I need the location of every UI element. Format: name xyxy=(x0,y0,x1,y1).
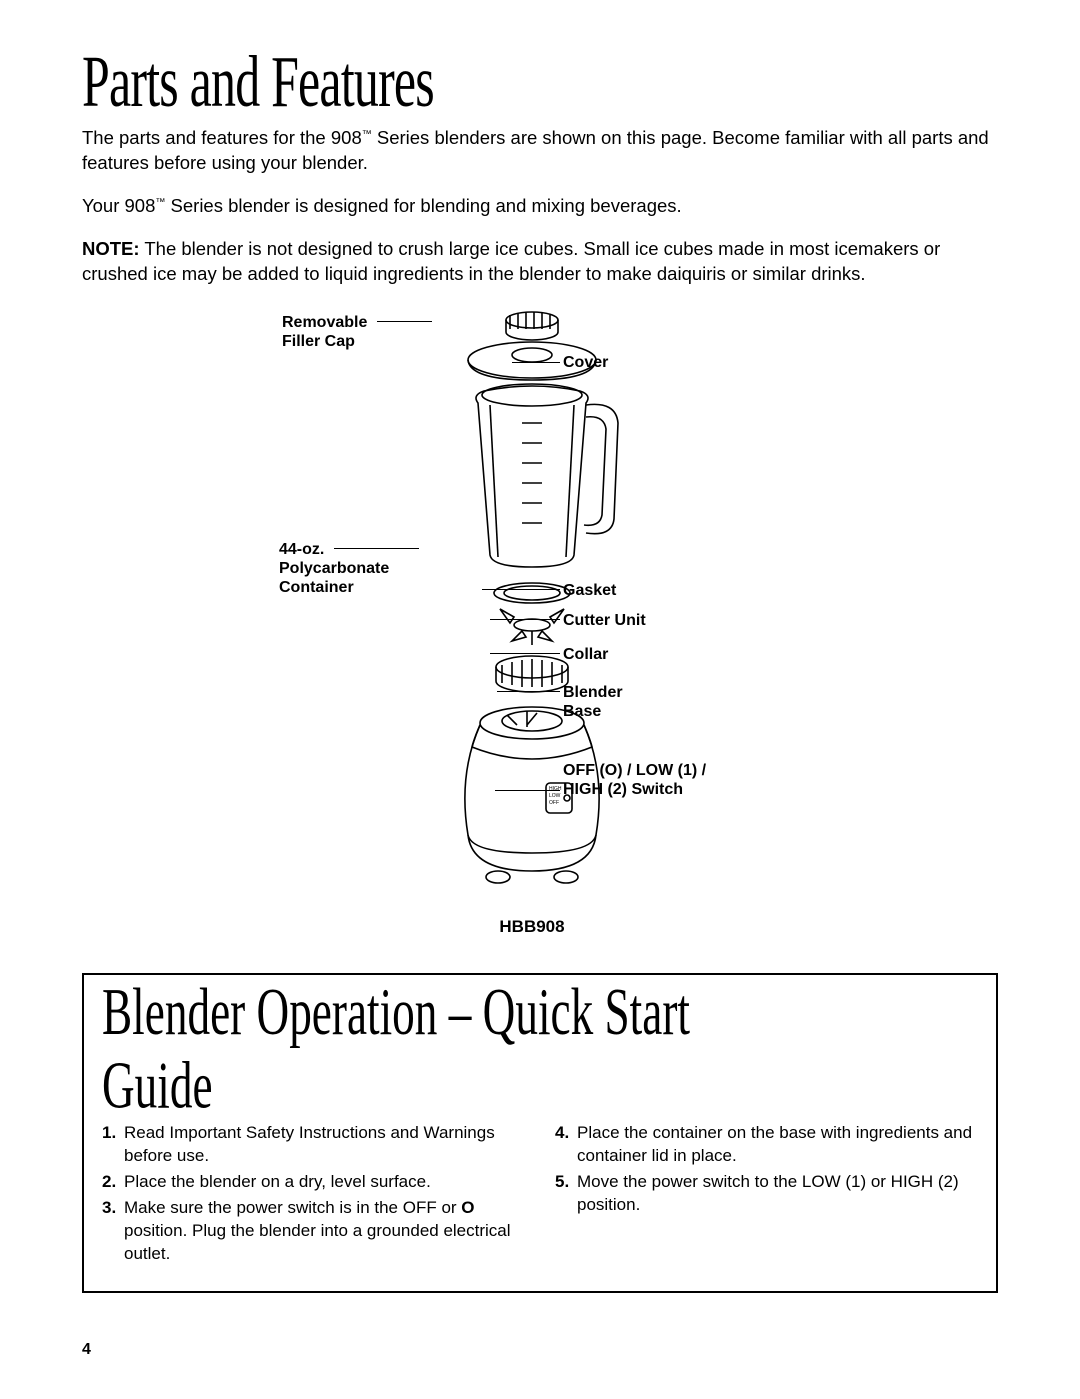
tm-2: ™ xyxy=(155,197,165,208)
step-1: 1. Read Important Safety Instructions an… xyxy=(102,1122,525,1168)
tm-1: ™ xyxy=(362,129,372,140)
steps-left-column: 1. Read Important Safety Instructions an… xyxy=(102,1122,525,1269)
step-5: 5. Move the power switch to the LOW (1) … xyxy=(555,1171,978,1217)
note-label: NOTE: xyxy=(82,238,140,259)
svg-text:HIGH: HIGH xyxy=(549,786,562,792)
svg-text:OFF: OFF xyxy=(549,800,559,806)
intro2-b: Series blender is designed for blending … xyxy=(165,195,681,216)
blender-illustration: HIGH LOW OFF xyxy=(372,305,692,905)
blender-diagram: Removable Filler Cap 44-oz. Polycarbonat… xyxy=(82,305,998,945)
note-text: The blender is not designed to crush lar… xyxy=(82,238,940,284)
svg-text:LOW: LOW xyxy=(549,793,561,799)
intro2-a: Your 908 xyxy=(82,195,155,216)
label-filler-cap: Removable Filler Cap xyxy=(282,313,367,351)
note-paragraph: NOTE: The blender is not designed to cru… xyxy=(82,237,998,287)
intro-paragraph-2: Your 908™ Series blender is designed for… xyxy=(82,194,998,219)
guide-title: Blender Operation – Quick Start Guide xyxy=(102,975,785,1122)
quick-start-box: Blender Operation – Quick Start Guide 1.… xyxy=(82,973,998,1293)
steps-right-column: 4. Place the container on the base with … xyxy=(555,1122,978,1269)
step-2: 2. Place the blender on a dry, level sur… xyxy=(102,1171,525,1194)
page-number: 4 xyxy=(82,1341,998,1359)
step-4: 4. Place the container on the base with … xyxy=(555,1122,978,1168)
intro-paragraph-1: The parts and features for the 908™ Seri… xyxy=(82,126,998,176)
page-title: Parts and Features xyxy=(82,45,796,119)
model-number: HBB908 xyxy=(362,917,702,937)
step-3: 3. Make sure the power switch is in the … xyxy=(102,1197,525,1266)
intro1-a: The parts and features for the 908 xyxy=(82,127,362,148)
